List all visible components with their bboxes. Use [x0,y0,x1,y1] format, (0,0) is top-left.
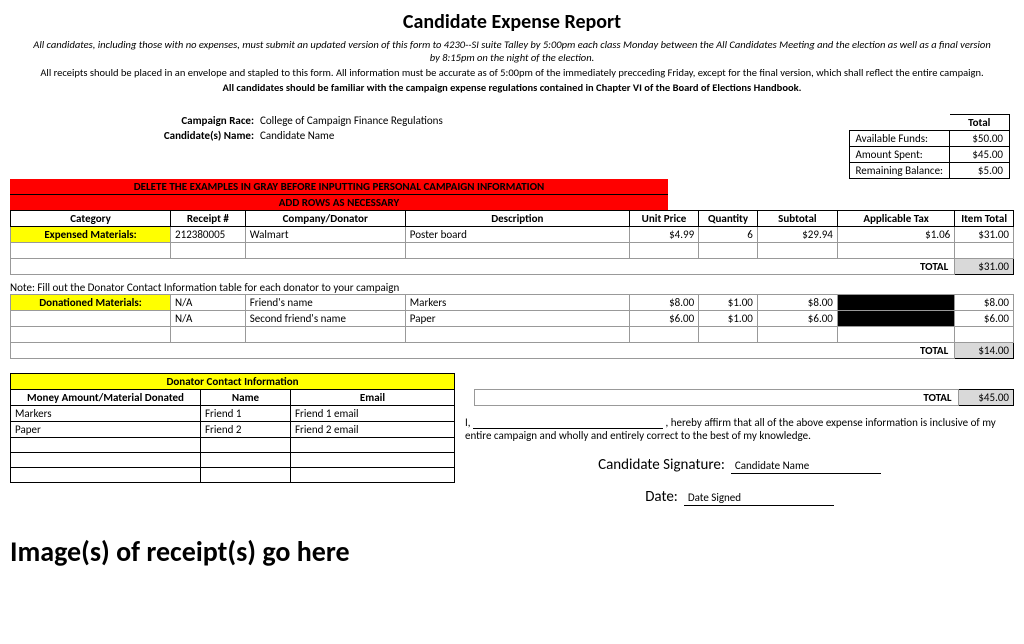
dc-col-material: Money Amount/Material Donated [11,390,201,406]
affirm-suffix: , hereby affirm that all of the above ex… [465,416,996,442]
totals-summary: Total Available Funds:$50.00 Amount Spen… [849,114,1010,179]
donated-label: Donationed Materials: [11,295,171,311]
amount-spent-label: Amount Spent: [849,147,949,163]
donated-total-value: $14.00 [955,343,1014,359]
cell-qty: $1.00 [699,295,758,311]
cell-tax-black [837,311,954,327]
table-row [11,327,1014,343]
col-unit-price: Unit Price [629,211,698,227]
available-funds-label: Available Funds: [849,131,949,147]
intro-text-3: All candidates should be familiar with t… [30,81,994,94]
donated-table: Donationed Materials: N/A Friend's name … [10,294,1014,359]
receipts-heading: Image(s) of receipt(s) go here [10,534,1014,569]
cell-tot: $6.00 [955,311,1014,327]
col-tax: Applicable Tax [837,211,954,227]
cell-tot: $31.00 [955,227,1014,243]
table-row: N/A Second friend's name Paper $6.00 $1.… [11,311,1014,327]
table-row: Markers Friend 1 Friend 1 email [11,406,455,422]
cell-receipt: 212380005 [171,227,246,243]
donated-total-row: TOTAL $14.00 [11,343,1014,359]
grand-total-value: $45.00 [958,390,1013,406]
table-row: Paper Friend 2 Friend 2 email [11,422,455,438]
table-row [11,468,455,483]
race-value: College of Campaign Finance Regulations [260,114,443,127]
remaining-balance-label: Remaining Balance: [849,163,949,179]
campaign-info: Campaign Race: College of Campaign Finan… [100,114,443,144]
remaining-balance-amount: $5.00 [950,163,1010,179]
grand-total-label: TOTAL [475,390,959,406]
amount-spent-amount: $45.00 [950,147,1010,163]
cell-receipt: N/A [171,295,246,311]
dc-name: Friend 2 [201,422,291,438]
table-row: Donationed Materials: N/A Friend's name … [11,295,1014,311]
col-receipt: Receipt # [171,211,246,227]
candidate-name-value: Candidate Name [260,129,334,142]
cell-tax-black [837,295,954,311]
table-row [11,453,455,468]
page-title: Candidate Expense Report [10,10,1014,34]
col-category: Category [11,211,171,227]
donator-note: Note: Fill out the Donator Contact Infor… [10,281,1014,294]
cell-desc: Paper [405,311,629,327]
col-quantity: Quantity [699,211,758,227]
cell-desc: Poster board [405,227,629,243]
expensed-total-row: TOTAL $31.00 [11,259,1014,275]
cell-company: Friend's name [245,295,405,311]
cell-company: Second friend's name [245,311,405,327]
candidate-name-label: Candidate(s) Name: [100,129,260,142]
grand-total-row: TOTAL $45.00 [475,390,1014,406]
expense-table: Category Receipt # Company/Donator Descr… [10,210,1014,275]
col-item-total: Item Total [955,211,1014,227]
dc-material: Paper [11,422,201,438]
banner-add-rows: ADD ROWS AS NECESSARY [10,195,668,210]
cell-sub: $8.00 [757,295,837,311]
table-row [11,243,1014,259]
affirm-prefix: I, [465,416,473,429]
dc-material: Markers [11,406,201,422]
signature-value[interactable]: Candidate Name [731,459,881,474]
cell-tax: $1.06 [837,227,954,243]
affirmation-block: TOTAL $45.00 I, , hereby affirm that all… [465,389,1014,506]
banner-delete-examples: DELETE THE EXAMPLES IN GRAY BEFORE INPUT… [10,179,668,195]
cell-unit: $8.00 [629,295,698,311]
cell-sub: $6.00 [757,311,837,327]
available-funds-amount: $50.00 [950,131,1010,147]
table-row [11,438,455,453]
totals-header: Total [950,115,1010,131]
race-label: Campaign Race: [100,114,260,127]
cell-unit: $4.99 [629,227,698,243]
intro-text-2: All receipts should be placed in an enve… [30,66,994,79]
col-company: Company/Donator [245,211,405,227]
col-subtotal: Subtotal [757,211,837,227]
date-label: Date: [645,488,678,506]
expensed-label: Expensed Materials: [11,227,171,243]
date-value[interactable]: Date Signed [684,491,834,506]
cell-qty: $1.00 [699,311,758,327]
table-row: Expensed Materials: 212380005 Walmart Po… [11,227,1014,243]
col-description: Description [405,211,629,227]
cell-qty: 6 [699,227,758,243]
donated-total-label: TOTAL [11,343,955,359]
cell-company: Walmart [245,227,405,243]
expensed-total-value: $31.00 [955,259,1014,275]
cell-tot: $8.00 [955,295,1014,311]
donator-contact-title: Donator Contact Information [11,374,455,390]
dc-email: Friend 1 email [291,406,455,422]
cell-unit: $6.00 [629,311,698,327]
dc-col-name: Name [201,390,291,406]
expensed-total-label: TOTAL [11,259,955,275]
dc-email: Friend 2 email [291,422,455,438]
donator-contact-table: Donator Contact Information Money Amount… [10,373,455,483]
intro-text-1: All candidates, including those with no … [30,38,994,64]
signature-label: Candidate Signature: [598,456,725,474]
cell-sub: $29.94 [757,227,837,243]
dc-name: Friend 1 [201,406,291,422]
cell-desc: Markers [405,295,629,311]
cell-receipt: N/A [171,311,246,327]
dc-col-email: Email [291,390,455,406]
